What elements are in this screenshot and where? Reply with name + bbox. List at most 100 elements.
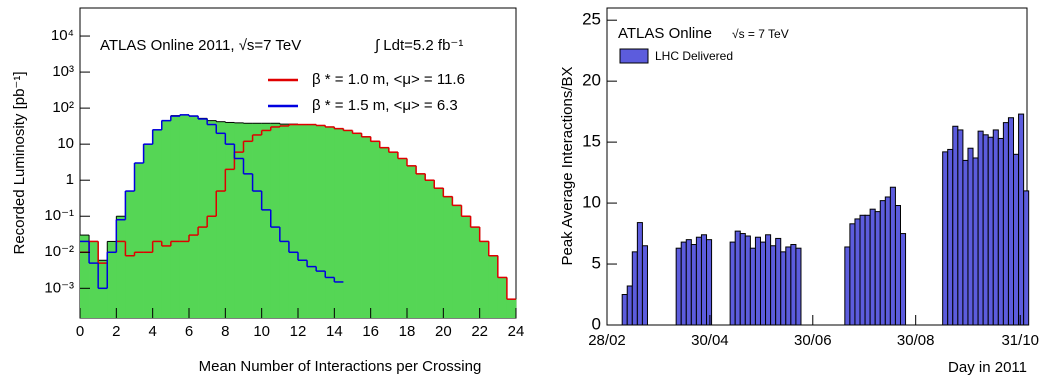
histogram-bin (343, 130, 353, 318)
y-tick-label: 1 (66, 171, 74, 188)
bar (864, 214, 871, 326)
x-tick-label: 18 (399, 323, 416, 340)
bar (690, 244, 697, 326)
annotation: ∫ Ldt=5.2 fb⁻¹ (374, 37, 463, 54)
bar (770, 245, 777, 326)
y-tick-label: 10 (57, 135, 74, 152)
x-tick-label: 2 (112, 323, 120, 340)
bar (997, 137, 1004, 326)
bar (1002, 122, 1009, 326)
bar (700, 234, 708, 326)
bar (734, 230, 741, 326)
histogram-bin (416, 173, 426, 318)
bar (869, 208, 876, 326)
x-tick-label: 0 (76, 323, 84, 340)
histogram-bin (434, 188, 444, 318)
histogram-bin (198, 118, 208, 318)
x-axis-label: Day in 2011 (948, 359, 1027, 376)
histogram-bin (252, 123, 263, 318)
x-tick-label: 20 (435, 323, 452, 340)
x-tick-label: 28/02 (588, 332, 626, 349)
x-tick-label: 30/06 (794, 332, 832, 349)
histogram-bin (98, 260, 108, 318)
bar (987, 136, 994, 326)
bar (680, 241, 687, 326)
bar (1007, 117, 1015, 326)
histogram-bin (288, 124, 299, 318)
histogram-bin (225, 122, 235, 318)
histogram-bin (89, 241, 99, 318)
x-tick-label: 8 (221, 323, 229, 340)
x-tick-label: 14 (326, 323, 343, 340)
x-tick-label: 31/10 (1001, 332, 1039, 349)
x-tick-label: 6 (185, 323, 193, 340)
bar (749, 247, 756, 326)
histogram-bin (270, 123, 281, 318)
histogram-bin (80, 235, 90, 318)
bar (641, 245, 648, 326)
histogram-bin (407, 165, 417, 318)
histogram-bin (316, 125, 326, 318)
chart-title: ATLAS Online 2011, √s=7 TeV (100, 37, 301, 54)
histogram-bin (134, 163, 144, 318)
bar (636, 222, 643, 326)
bar (844, 246, 851, 326)
histogram-bin (243, 123, 253, 318)
bar (899, 233, 907, 326)
histogram-bin (170, 115, 181, 319)
bar (744, 235, 751, 326)
bar (859, 214, 866, 326)
y-tick-label: 0 (592, 314, 601, 333)
bar (626, 285, 633, 326)
histogram-bin (361, 136, 372, 318)
chart-subtitle: √s = 7 TeV (732, 27, 789, 41)
histogram-bin (325, 126, 335, 318)
x-axis-label: Mean Number of Interactions per Crossing (199, 358, 482, 375)
bar (854, 218, 861, 326)
legend-swatch (619, 48, 649, 64)
bar (947, 148, 954, 326)
bar (957, 129, 964, 326)
y-tick-label: 5 (592, 254, 601, 273)
x-tick-label: 4 (148, 323, 156, 340)
histogram-bin (497, 277, 508, 318)
histogram-bin (379, 147, 390, 318)
bar (790, 244, 797, 326)
bar (775, 237, 782, 326)
x-tick-label: 30/08 (897, 332, 935, 349)
bar (780, 251, 787, 326)
histogram-bin (161, 120, 172, 318)
y-tick-label: 10³ (52, 63, 74, 80)
histogram-bin (179, 114, 190, 318)
bar (889, 186, 896, 326)
bar (675, 247, 682, 326)
bar (977, 130, 984, 326)
legend-label: LHC Delivered (655, 49, 733, 63)
x-tick-label: 24 (508, 323, 525, 340)
y-tick-label: 10⁻³ (44, 279, 74, 296)
bar (849, 223, 856, 326)
histogram-bin (506, 299, 517, 318)
plot-frame (606, 7, 1028, 326)
y-axis-label: Recorded Luminosity [pb⁻¹] (11, 71, 28, 254)
y-tick-label: 10⁴ (51, 27, 74, 44)
histogram-bin (207, 120, 217, 318)
x-tick-label: 12 (290, 323, 307, 340)
histogram-bin (143, 144, 154, 318)
histogram-bin (425, 180, 435, 318)
y-tick-label: 25 (582, 10, 601, 29)
bar (631, 251, 638, 326)
y-tick-label: 20 (582, 71, 601, 90)
y-tick-label: 15 (582, 132, 601, 151)
x-tick-label: 22 (471, 323, 488, 340)
histogram-bin (107, 241, 117, 318)
histogram-bin (479, 241, 490, 318)
histogram-bin (234, 122, 244, 319)
histogram-bin (152, 129, 163, 318)
bar (967, 147, 974, 326)
x-tick-label: 30/04 (691, 332, 729, 349)
legend-label: β * = 1.0 m, <μ> = 11.6 (312, 71, 465, 88)
histogram-bin (307, 124, 317, 318)
bar (942, 151, 949, 326)
bar (685, 239, 692, 326)
